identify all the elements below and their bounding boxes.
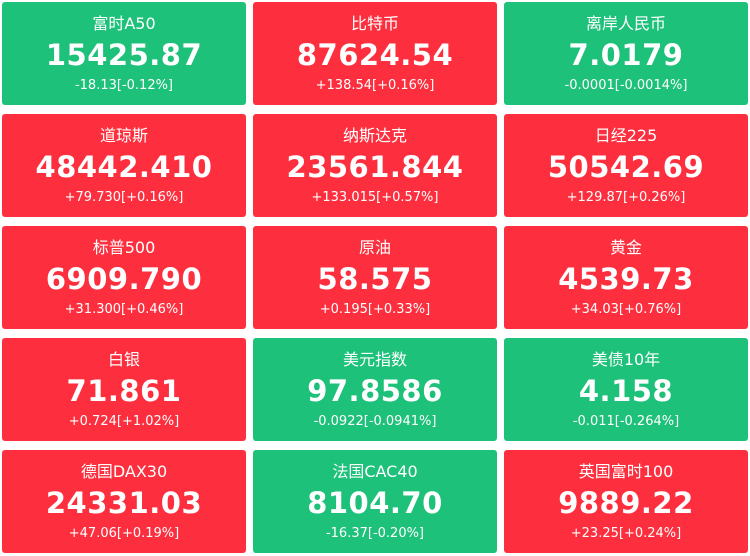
quote-price: 58.575 <box>317 262 433 296</box>
quote-price: 71.861 <box>66 374 182 408</box>
quote-price: 4539.73 <box>558 262 694 296</box>
quote-price: 23561.844 <box>286 150 464 184</box>
quote-price: 97.8586 <box>307 374 443 408</box>
quote-tile-cac40[interactable]: 法国CAC40 8104.70 -16.37[-0.20%] <box>253 450 497 553</box>
quote-tile-nikkei-225[interactable]: 日经225 50542.69 +129.87[+0.26%] <box>504 114 748 217</box>
quote-name: 标普500 <box>92 238 156 257</box>
quote-change: -18.13[-0.12%] <box>74 78 174 93</box>
quote-change: -0.011[-0.264%] <box>572 414 680 429</box>
quote-tile-offshore-cny[interactable]: 离岸人民币 7.0179 -0.0001[-0.0014%] <box>504 2 748 105</box>
quote-name: 纳斯达克 <box>342 126 407 145</box>
quote-tile-crude-oil[interactable]: 原油 58.575 +0.195[+0.33%] <box>253 226 497 329</box>
quote-tile-ftse-100[interactable]: 英国富时100 9889.22 +23.25[+0.24%] <box>504 450 748 553</box>
quote-price: 6909.790 <box>45 262 203 296</box>
quote-price: 9889.22 <box>558 486 694 520</box>
quote-change: -16.37[-0.20%] <box>325 526 425 541</box>
quote-tile-dollar-index[interactable]: 美元指数 97.8586 -0.0922[-0.0941%] <box>253 338 497 441</box>
quote-price: 50542.69 <box>547 150 705 184</box>
quote-name: 原油 <box>358 238 391 257</box>
quote-name: 富时A50 <box>92 14 156 33</box>
quote-change: +133.015[+0.57%] <box>311 190 439 205</box>
quote-name: 美元指数 <box>342 350 407 369</box>
quote-price: 7.0179 <box>568 38 684 72</box>
quote-price: 87624.54 <box>296 38 454 72</box>
quote-name: 英国富时100 <box>578 462 674 481</box>
quote-tile-sp500[interactable]: 标普500 6909.790 +31.300[+0.46%] <box>2 226 246 329</box>
quote-change: +138.54[+0.16%] <box>315 78 435 93</box>
quote-change: +0.724[+1.02%] <box>68 414 180 429</box>
quote-name: 德国DAX30 <box>80 462 168 481</box>
quote-tile-silver[interactable]: 白银 71.861 +0.724[+1.02%] <box>2 338 246 441</box>
quote-tile-nasdaq[interactable]: 纳斯达克 23561.844 +133.015[+0.57%] <box>253 114 497 217</box>
quote-price: 48442.410 <box>35 150 213 184</box>
quote-change: +0.195[+0.33%] <box>319 302 431 317</box>
quote-change: +47.06[+0.19%] <box>68 526 180 541</box>
quote-change: +31.300[+0.46%] <box>64 302 184 317</box>
quote-change: -0.0001[-0.0014%] <box>564 78 688 93</box>
quote-price: 15425.87 <box>45 38 203 72</box>
quote-name: 日经225 <box>594 126 658 145</box>
quote-tile-dax30[interactable]: 德国DAX30 24331.03 +47.06[+0.19%] <box>2 450 246 553</box>
quote-change: +79.730[+0.16%] <box>64 190 184 205</box>
quote-name: 比特币 <box>350 14 399 33</box>
quote-change: +129.87[+0.26%] <box>566 190 686 205</box>
quote-name: 黄金 <box>609 238 642 257</box>
quote-tile-us-10y-treasury[interactable]: 美债10年 4.158 -0.011[-0.264%] <box>504 338 748 441</box>
quote-price: 24331.03 <box>45 486 203 520</box>
quote-name: 美债10年 <box>591 350 661 369</box>
quote-tile-ftse-a50[interactable]: 富时A50 15425.87 -18.13[-0.12%] <box>2 2 246 105</box>
quote-change: +23.25[+0.24%] <box>570 526 682 541</box>
quote-name: 离岸人民币 <box>585 14 666 33</box>
quote-change: +34.03[+0.76%] <box>570 302 682 317</box>
quote-tile-gold[interactable]: 黄金 4539.73 +34.03[+0.76%] <box>504 226 748 329</box>
quote-name: 道琼斯 <box>99 126 148 145</box>
quote-tile-bitcoin[interactable]: 比特币 87624.54 +138.54[+0.16%] <box>253 2 497 105</box>
quote-tile-dow-jones[interactable]: 道琼斯 48442.410 +79.730[+0.16%] <box>2 114 246 217</box>
quote-price: 8104.70 <box>307 486 443 520</box>
quote-name: 法国CAC40 <box>332 462 418 481</box>
quote-name: 白银 <box>107 350 140 369</box>
quote-change: -0.0922[-0.0941%] <box>313 414 437 429</box>
quote-price: 4.158 <box>578 374 674 408</box>
